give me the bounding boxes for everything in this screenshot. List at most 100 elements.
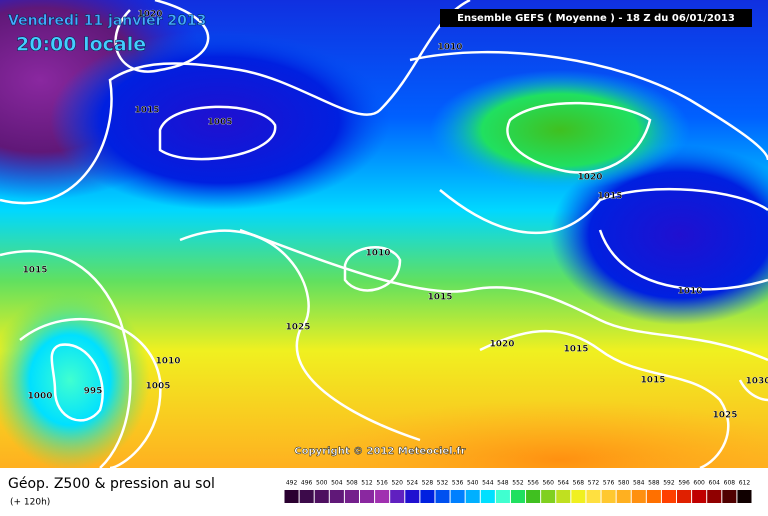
scale-label: 532 [437,480,449,487]
isobar-label: 1030 [745,377,768,387]
scale-label: 516 [376,480,388,487]
isobar [114,0,210,73]
scale-label: 600 [693,480,705,487]
scale-cell [495,490,510,503]
scale-label: 580 [618,480,630,487]
isobar [598,229,768,291]
scale-cell [646,490,661,503]
scale-label: 604 [709,480,721,487]
isobar-label: 1015 [22,266,47,276]
scale-cell [284,490,299,503]
scale-cell [405,490,420,503]
isobar [409,50,768,161]
date-label: Vendredi 11 janvier 2013 [8,13,206,29]
isobar [239,228,768,362]
scale-label: 572 [588,480,600,487]
isobar [506,101,652,174]
scale-cell [420,490,435,503]
isobar-label: 1025 [712,411,737,421]
scale-label: 584 [633,480,645,487]
isobar [158,105,277,161]
scale-label: 612 [739,480,751,487]
scale-cell [707,490,722,503]
isobar [19,318,162,470]
scale-cell [677,490,692,503]
scale-label: 552 [512,480,524,487]
isobar-label: 1015 [427,293,452,303]
scale-label: 556 [527,480,539,487]
scale-label: 504 [331,480,343,487]
scale-label: 548 [497,480,509,487]
low-height-area [50,30,390,210]
scale-cell [510,490,526,503]
scale-cell [465,490,480,503]
isobar-label: 1015 [563,345,588,355]
scale-cell [480,490,495,503]
scale-cell [586,490,601,503]
isobar [50,343,104,422]
isobar-label: 1020 [577,173,602,183]
scale-label: 536 [452,480,464,487]
scale-cell [661,490,677,503]
scale-cell [616,490,631,503]
time-label: 20:00 locale [16,34,146,56]
scale-cell [450,490,465,503]
scale-label: 524 [407,480,419,487]
isobar-label: 1020 [137,10,162,20]
isobar-label: 1015 [597,192,622,202]
scale-label: 512 [361,480,373,487]
scale-cell [601,490,616,503]
trough-area [0,290,150,470]
scale-cell [722,490,737,503]
isobar [738,379,768,402]
isobar-labels: 1020 1010 1015 1005 1020 1015 1010 1015 1015 1025… [22,9,768,421]
scale-label: 528 [422,480,434,487]
scale-cell [692,490,707,503]
scale-cell [390,490,405,503]
isobar-label: 1015 [134,106,159,116]
scale-cell [571,490,586,503]
scale-cell [329,490,344,503]
scale-label: 568 [573,480,585,487]
isobar-label: 1005 [207,118,232,128]
scale-cell [541,490,556,503]
scale-cell [375,490,390,503]
isobars [0,0,768,468]
isobar-label: 1020 [489,340,514,350]
ridge-area [430,70,690,190]
isobar-label: 1010 [155,357,180,367]
scale-cell [344,490,359,503]
isobar-label: 1025 [285,323,310,333]
scale-label: 588 [648,480,660,487]
scale-label: 540 [467,480,479,487]
scale-cell [631,490,646,503]
scale-label: 564 [558,480,570,487]
scale-label: 576 [603,480,615,487]
isobar-label: 1015 [640,376,665,386]
isobar-label: 1010 [677,287,702,297]
isobar [0,0,471,205]
scale-label: 592 [663,480,675,487]
scale-cell [737,490,752,503]
scale-label: 520 [391,480,403,487]
low-height-area [550,145,768,325]
scale-label: 500 [316,480,328,487]
isobar-label: 995 [84,387,103,397]
footer-lead: (+ 120h) [10,498,50,508]
isobar-label: 1000 [27,392,52,402]
isobar [479,329,730,470]
scale-cell [359,490,375,503]
scale-cell [314,490,329,503]
scale-label: 496 [301,480,313,487]
isobar-label: 1005 [145,382,170,392]
scale-label: 596 [678,480,690,487]
copyright: Copyright © 2012 Meteociel.fr [294,446,465,457]
scale-label: 492 [286,480,298,487]
run-label: Ensemble GEFS ( Moyenne ) - 18 Z du 06/0… [457,13,735,24]
scale-label: 560 [542,480,554,487]
scale-cell [526,490,541,503]
footer-title: Géop. Z500 & pression au sol [8,476,215,492]
isobar [0,249,132,469]
